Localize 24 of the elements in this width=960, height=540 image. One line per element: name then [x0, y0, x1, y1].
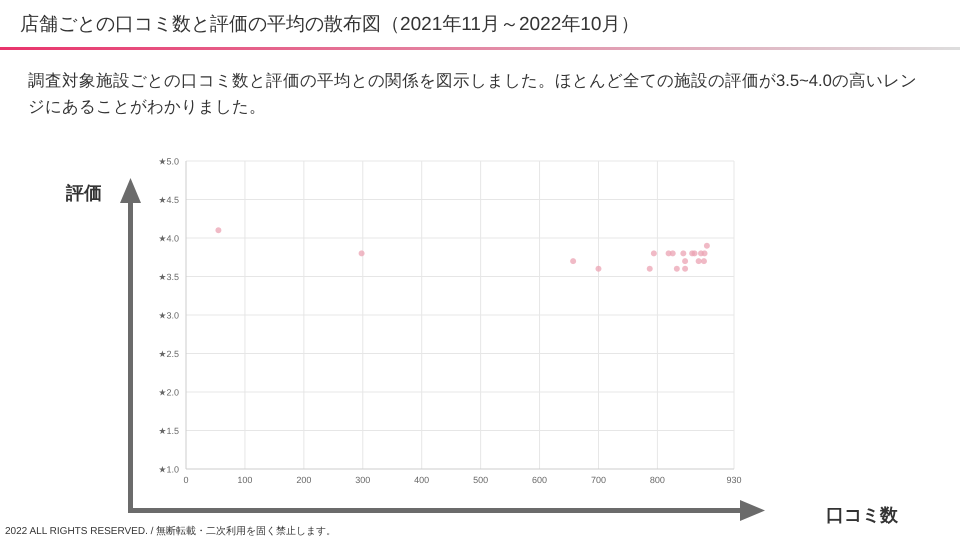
x-tick-label: 800	[650, 475, 665, 485]
y-tick-label: ★4.0	[158, 234, 179, 244]
x-tick-label: 930	[726, 475, 742, 485]
y-tick-label: ★4.5	[158, 195, 179, 205]
y-tick-label: ★1.0	[158, 464, 179, 474]
y-tick-label: ★2.5	[158, 349, 179, 359]
y-tick-label: ★3.0	[158, 310, 179, 320]
y-tick-label: ★5.0	[158, 156, 179, 166]
x-tick-label: 200	[296, 475, 312, 485]
x-axis-title: 口コミ数	[826, 505, 899, 525]
x-tick-label: 0	[183, 475, 189, 485]
chart-subtitle: 調査対象施設ごとの口コミ数と評価の平均との関係を図示しました。ほとんど全ての施設の評価が3.5~4.0の高いレンジにあることがわかりました。	[28, 70, 918, 118]
y-tick-label: ★3.5	[158, 272, 179, 282]
title: 店舗ごとの口コミ数と評価の平均の散布図（2021年11月～2022年10月）	[20, 14, 640, 35]
x-tick-label: 100	[237, 475, 252, 485]
y-tick-label: ★1.5	[158, 426, 179, 436]
x-tick-label: 400	[414, 475, 430, 485]
x-tick-label: 600	[532, 475, 548, 485]
y-tick-label: ★2.0	[158, 388, 179, 398]
y-axis-title: 評価	[65, 183, 102, 203]
x-tick-label: 500	[473, 475, 488, 485]
text: 2022 ALL RIGHTS RESERVED. / 無断転載・二次利用を固く禁止します。	[5, 525, 336, 537]
x-tick-label: 300	[355, 475, 370, 485]
x-tick-label: 700	[590, 475, 606, 485]
